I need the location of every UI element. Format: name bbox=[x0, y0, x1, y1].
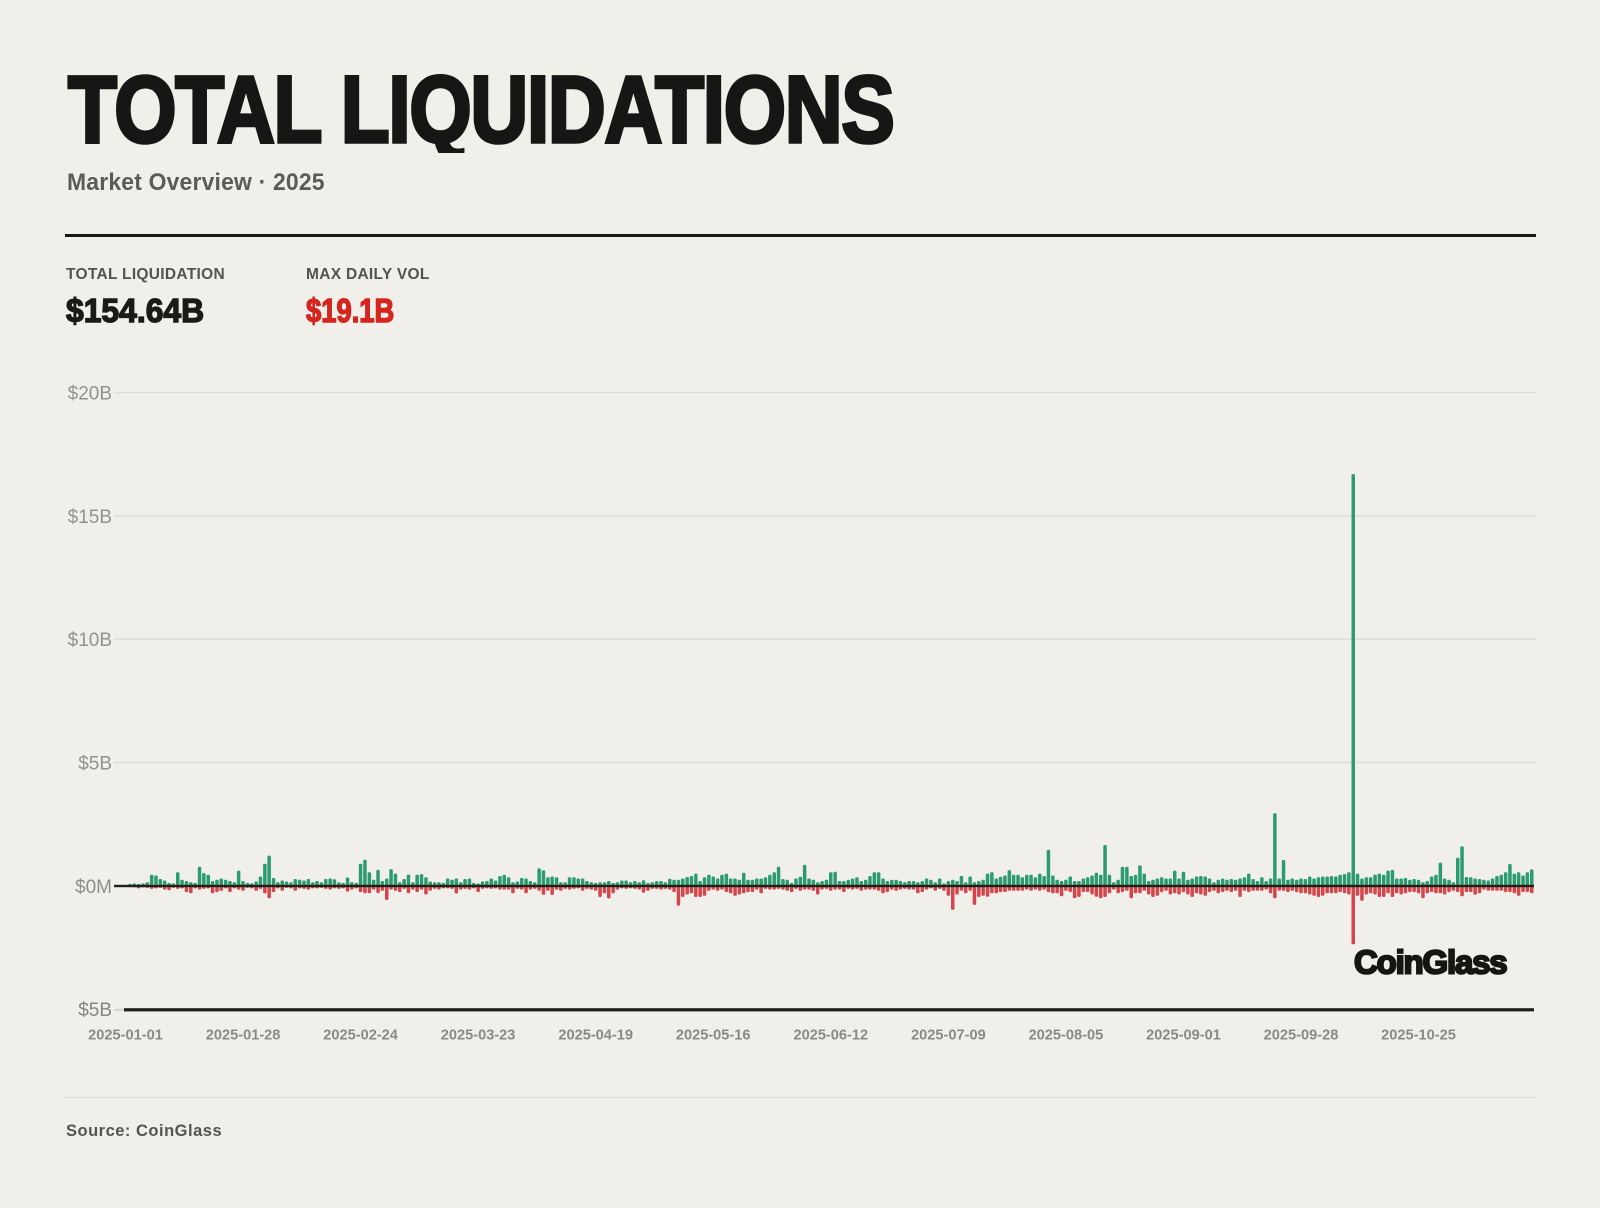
svg-text:$20B: $20B bbox=[68, 384, 112, 405]
svg-text:2025-08-05: 2025-08-05 bbox=[1029, 1028, 1104, 1044]
svg-text:2025-07-09: 2025-07-09 bbox=[911, 1028, 986, 1044]
svg-text:$5B: $5B bbox=[78, 753, 112, 774]
svg-text:2025-09-28: 2025-09-28 bbox=[1264, 1028, 1339, 1044]
svg-text:$10B: $10B bbox=[68, 630, 112, 651]
svg-text:$15B: $15B bbox=[68, 507, 112, 528]
svg-text:2025-05-16: 2025-05-16 bbox=[676, 1028, 751, 1044]
svg-text:2025-09-01: 2025-09-01 bbox=[1146, 1028, 1221, 1044]
svg-text:2025-03-23: 2025-03-23 bbox=[441, 1028, 516, 1044]
svg-text:2025-10-25: 2025-10-25 bbox=[1381, 1028, 1456, 1044]
svg-text:2025-02-24: 2025-02-24 bbox=[323, 1028, 399, 1044]
svg-text:2025-04-19: 2025-04-19 bbox=[558, 1028, 633, 1044]
svg-text:CoinGlass: CoinGlass bbox=[1354, 944, 1506, 981]
svg-text:2025-01-01: 2025-01-01 bbox=[88, 1028, 163, 1044]
svg-text:$5B: $5B bbox=[78, 1000, 112, 1021]
svg-text:2025-06-12: 2025-06-12 bbox=[793, 1028, 868, 1044]
svg-text:$0M: $0M bbox=[75, 877, 112, 898]
svg-text:2025-01-28: 2025-01-28 bbox=[206, 1028, 281, 1044]
